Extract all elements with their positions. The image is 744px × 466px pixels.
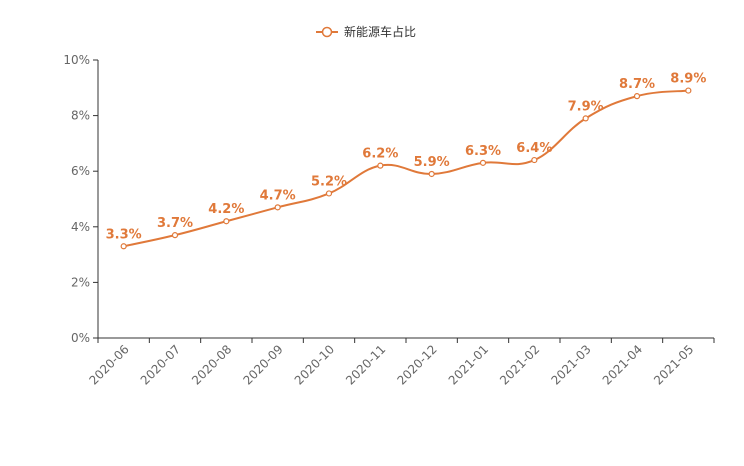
data-label: 5.2% [311,174,347,189]
y-tick-label: 2% [71,275,90,289]
data-point[interactable] [479,159,487,166]
legend-circle-icon [321,26,333,38]
data-point[interactable] [171,232,179,239]
data-point[interactable] [428,170,435,178]
x-tick-label: 2020-08 [189,342,234,387]
data-label: 6.3% [465,144,501,159]
y-axis-ticks: 0% 2% 4% 6% 8% 10% [63,53,98,345]
x-tick-label: 2021-04 [600,342,645,387]
data-label: 8.9% [670,72,706,87]
x-tick-label: 2021-05 [651,342,696,387]
data-label: 7.9% [568,99,604,114]
data-label: 5.9% [414,155,450,170]
data-point[interactable] [633,93,641,100]
data-label: 4.7% [260,188,296,203]
x-tick-label: 2020-06 [86,342,131,387]
data-point[interactable] [582,115,589,122]
x-tick-label: 2021-03 [548,342,593,387]
data-point[interactable] [120,243,127,250]
data-point[interactable] [274,204,281,211]
legend[interactable]: 新能源车占比 [316,24,416,39]
x-tick-label: 2021-01 [446,342,491,387]
x-tick-label: 2020-09 [240,342,285,387]
series-line [123,89,689,248]
x-tick-label: 2020-10 [292,342,337,387]
data-labels: 3.3% 3.7% 4.2% 4.7% 5.2% 6.2% 5.9% 6.3% 6.4% 7.9%… [106,72,707,243]
legend-label: 新能源车占比 [344,24,416,39]
data-label: 3.3% [106,227,142,242]
data-points [120,87,692,250]
data-label: 3.7% [157,216,193,231]
data-label: 4.2% [208,202,244,217]
x-axis-ticks: 2020-06 2020-07 2020-08 2020-09 2020-10 2020-… [86,338,715,388]
data-point[interactable] [325,190,333,197]
y-tick-label: 4% [71,220,90,234]
x-tick-label: 2020-11 [343,342,388,387]
y-tick-label: 6% [71,164,90,178]
x-tick-label: 2021-02 [497,342,542,387]
data-point[interactable] [531,156,538,164]
data-point[interactable] [223,218,230,225]
data-label: 8.7% [619,77,655,92]
data-point[interactable] [377,162,384,169]
data-point[interactable] [685,87,692,94]
data-label: 6.4% [516,141,552,156]
y-tick-label: 0% [71,331,90,345]
x-tick-label: 2020-12 [394,342,439,387]
data-label: 6.2% [362,147,398,162]
x-tick-label: 2020-07 [138,342,183,387]
y-tick-label: 10% [63,53,90,67]
y-tick-label: 8% [71,109,90,123]
